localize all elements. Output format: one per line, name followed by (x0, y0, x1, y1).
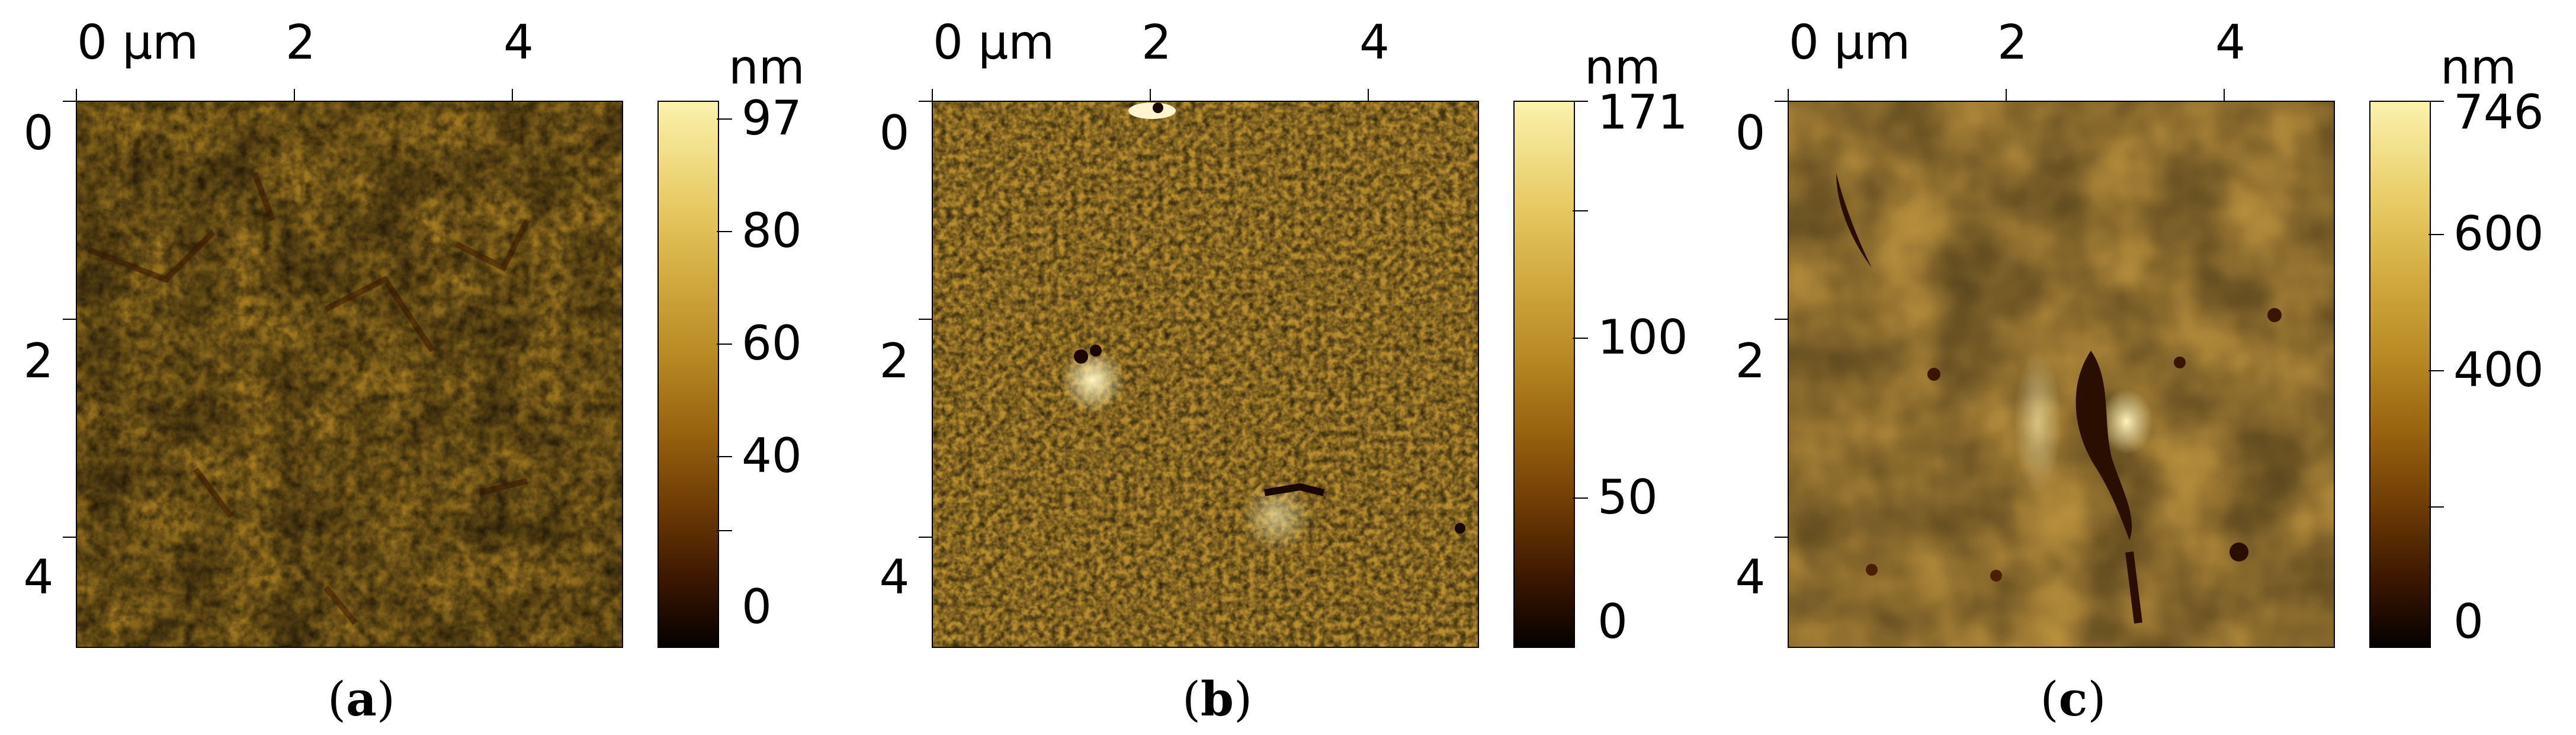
caption-letter: c (2058, 671, 2088, 727)
colorbar-tick (1573, 338, 1588, 339)
y-tick (1775, 537, 1791, 538)
y-label-0: 0 (879, 105, 910, 161)
y-tick (63, 537, 79, 538)
x-label-0: 0 µm (1789, 15, 1911, 70)
colorbar-tick (2429, 101, 2444, 102)
colorbar-unit: nm (729, 40, 805, 95)
x-label-0: 0 µm (77, 15, 199, 70)
y-tick (919, 101, 935, 102)
y-label-4: 4 (23, 550, 54, 605)
y-tick (919, 319, 935, 320)
caption-letter: a (346, 671, 377, 727)
colorbar (2369, 101, 2431, 648)
colorbar-tick (2429, 370, 2444, 371)
colorbar-label: 746 (2453, 85, 2544, 140)
colorbar-tick (717, 231, 732, 232)
colorbar-unit: nm (2440, 40, 2517, 95)
x-label-2: 2 (1141, 15, 1172, 70)
afm-height-image (932, 101, 1479, 648)
y-tick (63, 319, 79, 320)
x-label-2: 2 (285, 15, 316, 70)
y-label-4: 4 (1735, 550, 1766, 605)
colorbar-tick (1573, 101, 1588, 102)
afm-height-image (1788, 101, 2335, 648)
colorbar-label: 400 (2453, 342, 2544, 397)
colorbar-label: 97 (742, 91, 802, 146)
x-tick (932, 89, 933, 105)
x-label-4: 4 (503, 15, 534, 70)
colorbar-unit: nm (1584, 40, 1661, 95)
x-label-4: 4 (1359, 15, 1390, 70)
x-tick (76, 89, 77, 105)
x-label-0: 0 µm (933, 15, 1055, 70)
colorbar (1513, 101, 1575, 648)
colorbar-label: 50 (1597, 470, 1658, 525)
colorbar-label: 0 (1597, 594, 1628, 649)
panel-caption: (b) (1182, 671, 1253, 727)
y-label-0: 0 (23, 105, 54, 161)
caption-letter: b (1201, 671, 1234, 727)
x-tick (1150, 89, 1151, 105)
afm-height-image (76, 101, 623, 648)
x-tick (1788, 89, 1789, 105)
colorbar-tick (717, 344, 732, 345)
y-tick (1775, 319, 1791, 320)
afm-panel-a: 0 µm 2 4 0 2 4 (0, 0, 859, 735)
x-label-4: 4 (2215, 15, 2245, 70)
y-label-4: 4 (879, 550, 910, 605)
x-tick (512, 89, 513, 105)
y-tick (1775, 101, 1791, 102)
panel-caption: (a) (327, 671, 396, 727)
colorbar-tick (1573, 210, 1588, 211)
colorbar-tick (1573, 498, 1588, 499)
colorbar-label: 100 (1597, 310, 1688, 365)
x-tick (1368, 89, 1369, 105)
panel-caption: (c) (2040, 671, 2106, 727)
x-tick (294, 89, 295, 105)
colorbar-tick (717, 456, 732, 457)
y-label-0: 0 (1735, 105, 1766, 161)
y-label-2: 2 (879, 333, 910, 389)
colorbar-label: 40 (742, 428, 802, 483)
x-tick (2224, 89, 2225, 105)
colorbar-label: 0 (742, 579, 772, 634)
x-tick (2006, 89, 2007, 105)
afm-panel-b: 0 µm 2 4 0 2 4 (856, 0, 1715, 735)
colorbar-tick (2429, 506, 2444, 508)
colorbar-label: 0 (2453, 594, 2484, 649)
colorbar-tick (717, 530, 732, 531)
colorbar-label: 80 (742, 203, 802, 258)
colorbar-label: 60 (742, 316, 802, 371)
colorbar-label: 171 (1597, 85, 1688, 140)
colorbar-tick (717, 118, 732, 120)
y-tick (63, 101, 79, 102)
afm-panel-c: 0 µm 2 4 0 2 4 (1712, 0, 2571, 735)
x-label-2: 2 (1997, 15, 2028, 70)
colorbar-tick (2429, 234, 2444, 235)
y-tick (919, 537, 935, 538)
y-label-2: 2 (1735, 333, 1766, 389)
colorbar (657, 101, 719, 648)
colorbar-label: 600 (2453, 206, 2544, 261)
y-label-2: 2 (23, 333, 54, 389)
